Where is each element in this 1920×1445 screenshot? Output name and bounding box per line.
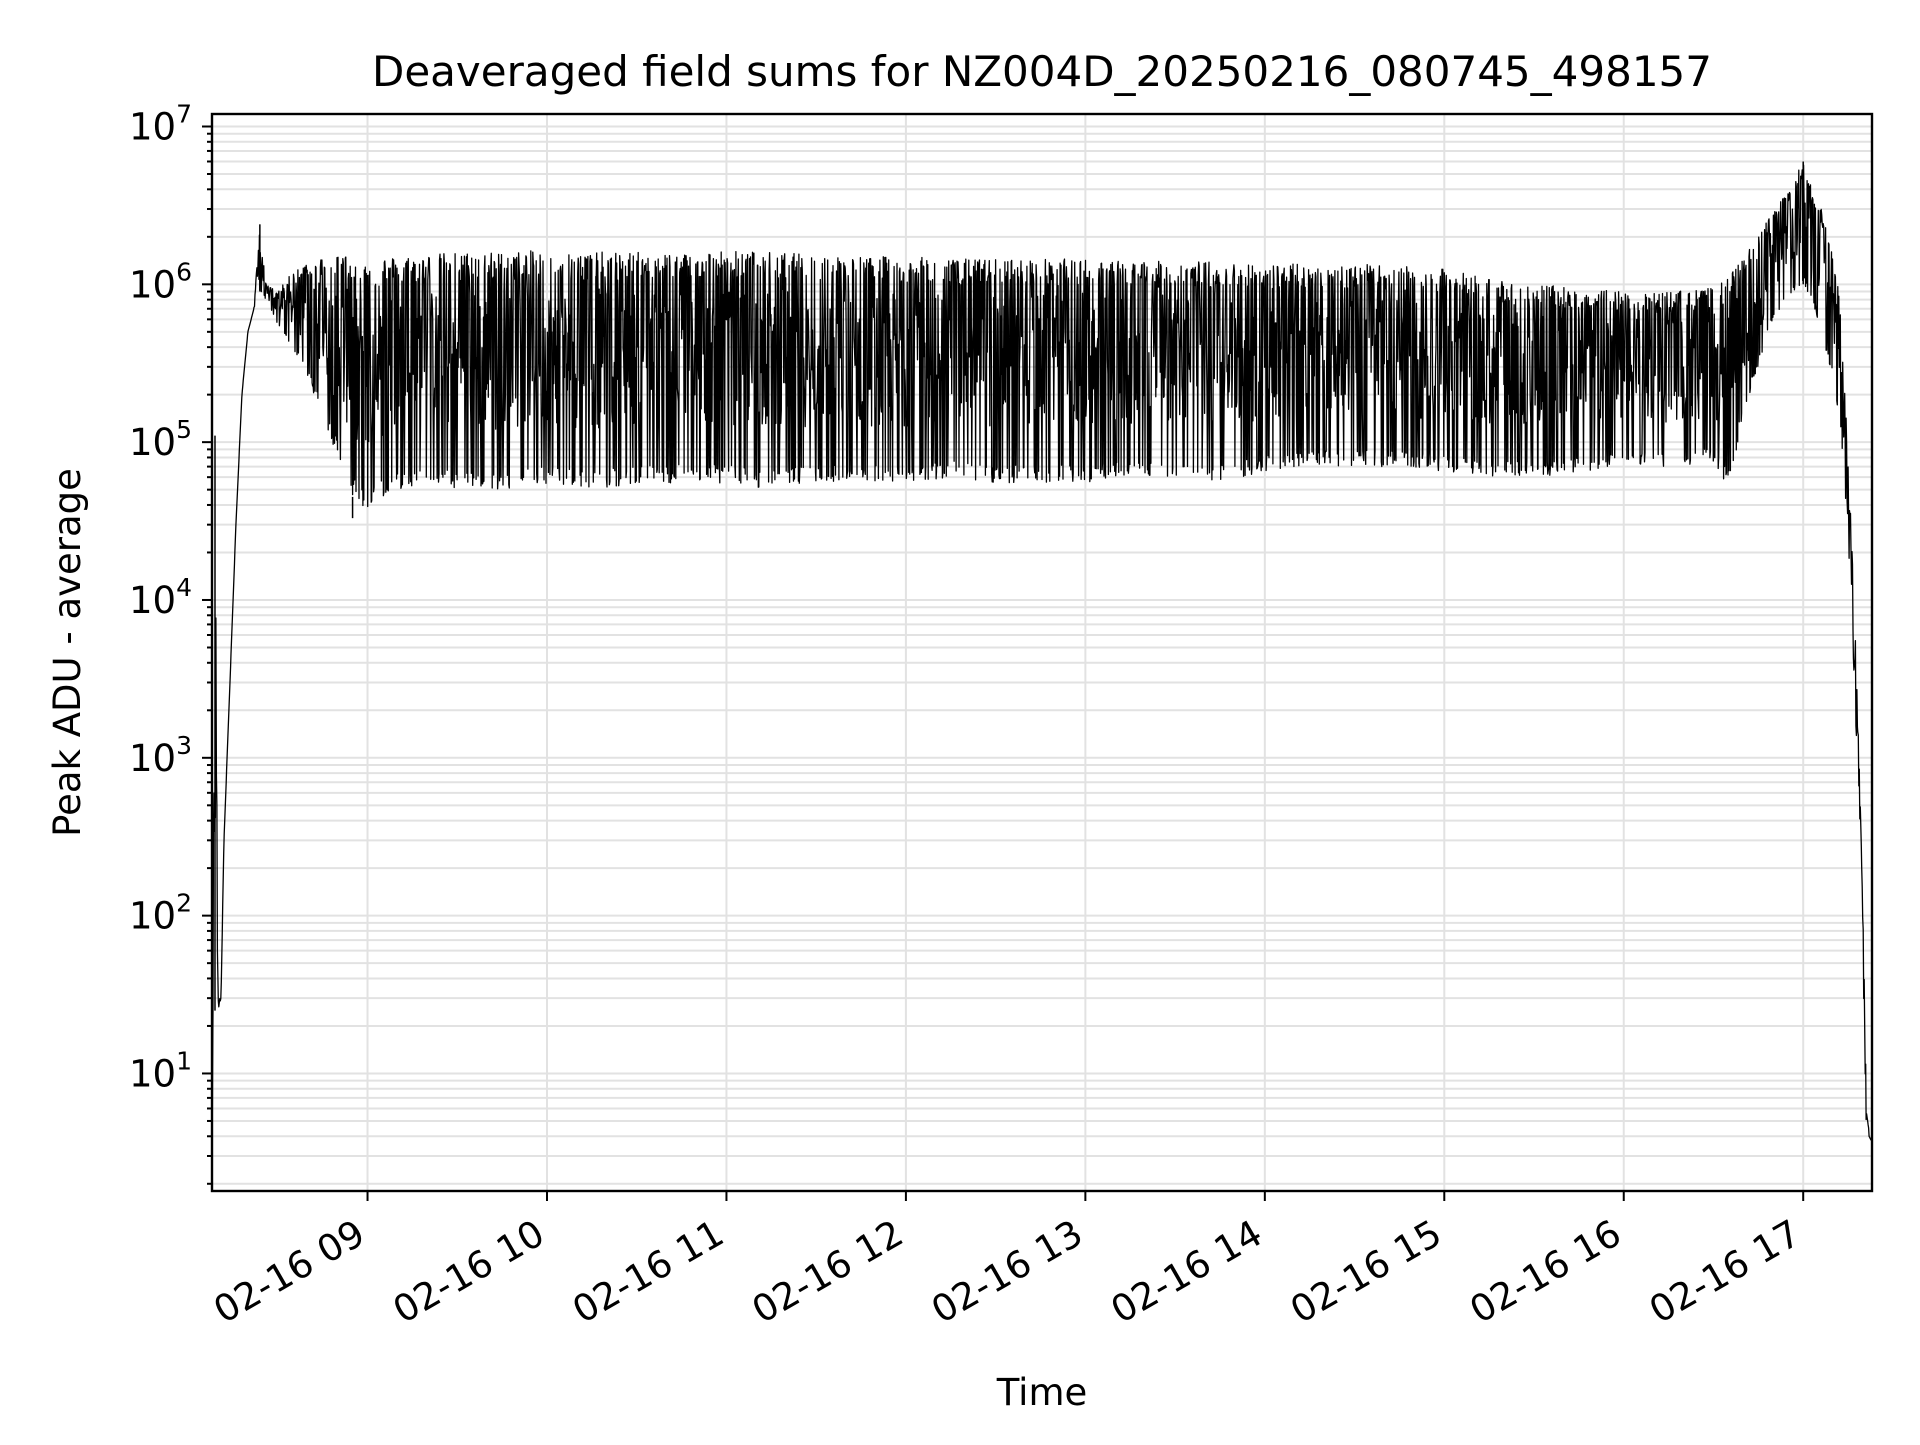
y-tick-label: 104: [129, 573, 192, 622]
x-tick-label: 02-16 17: [1642, 1212, 1808, 1332]
x-tick-label: 02-16 16: [1463, 1212, 1629, 1332]
x-axis-label: Time: [996, 1371, 1088, 1414]
y-tick-label: 102: [129, 889, 192, 938]
chart-title: Deaveraged field sums for NZ004D_2025021…: [372, 47, 1712, 96]
y-axis-label: Peak ADU - average: [46, 468, 89, 837]
y-tick-label: 101: [129, 1046, 192, 1095]
y-tick-label: 105: [129, 415, 192, 464]
x-tick-label: 02-16 13: [924, 1212, 1090, 1332]
y-tick-label: 103: [129, 731, 192, 780]
y-tick-label: 107: [129, 99, 192, 148]
x-tick-label: 02-16 12: [745, 1212, 911, 1332]
series-trace-0: [211, 164, 1873, 1192]
x-tick-label: 02-16 15: [1283, 1212, 1449, 1332]
y-tick-label: 106: [129, 257, 192, 306]
x-tick-label: 02-16 11: [565, 1212, 731, 1332]
plot-frame: [210, 112, 1874, 1193]
x-tick-label: 02-16 09: [206, 1212, 372, 1332]
series-line: [211, 161, 1873, 1192]
x-tick-label: 02-16 10: [386, 1212, 552, 1332]
x-tick-label: 02-16 14: [1104, 1212, 1270, 1332]
